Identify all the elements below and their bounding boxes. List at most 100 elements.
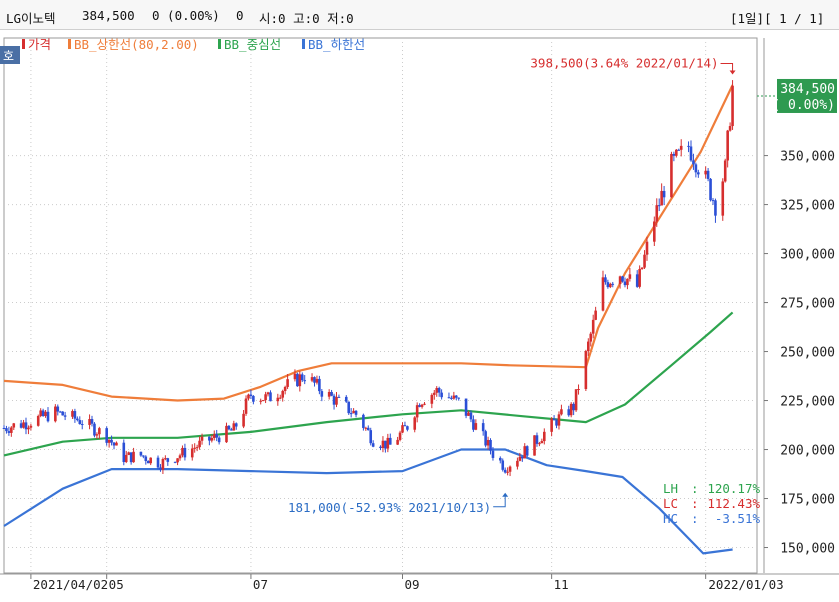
- price-candle: [538, 443, 541, 445]
- price-candle: [176, 458, 179, 463]
- price-candle: [352, 410, 355, 414]
- price-candle: [142, 455, 145, 457]
- price-candle: [450, 397, 453, 399]
- price-candle: [609, 283, 612, 288]
- high-arrow-icon: [729, 70, 736, 75]
- y-tick-label: 300,000: [780, 248, 835, 263]
- corner-tab: [0, 46, 20, 64]
- price-candle: [498, 457, 502, 461]
- price-candle: [29, 425, 33, 428]
- price-candle: [447, 397, 451, 399]
- price-candle: [296, 373, 299, 387]
- price-candle: [190, 448, 194, 458]
- price-candle: [726, 130, 729, 161]
- price-candle: [349, 413, 353, 415]
- price-candle: [327, 391, 331, 397]
- price-candle: [344, 396, 348, 402]
- price-candle: [501, 460, 505, 470]
- price-candle: [232, 423, 236, 431]
- price-candle: [178, 455, 182, 459]
- price-candle: [266, 392, 270, 395]
- price-candle: [63, 415, 67, 417]
- price-candle: [315, 378, 319, 383]
- legend-label: BB_상한선(80,2.00): [74, 37, 199, 52]
- price-candle: [560, 409, 563, 415]
- price-candle: [159, 467, 162, 470]
- price-candle: [550, 418, 553, 432]
- price-candle: [706, 170, 710, 179]
- price-candle: [225, 425, 228, 443]
- series-line-3: [3, 448, 733, 555]
- price-candle: [543, 431, 546, 442]
- price-candle: [310, 377, 314, 381]
- price-candle: [144, 456, 148, 462]
- y-tick-label: 225,000: [780, 395, 835, 410]
- price-candle: [56, 406, 60, 412]
- price-candle: [721, 181, 725, 216]
- price-candle: [574, 389, 578, 411]
- price-candle: [694, 164, 698, 173]
- price-candle: [469, 412, 473, 420]
- price-candle: [364, 427, 368, 429]
- price-candle: [584, 351, 588, 389]
- price-candle: [415, 405, 419, 418]
- price-candle: [709, 178, 712, 201]
- x-tick-label: 07: [253, 577, 268, 592]
- price-candle: [244, 398, 248, 414]
- series-line-1: [3, 84, 734, 402]
- price-candle: [318, 378, 321, 392]
- price-candle: [697, 172, 700, 175]
- price-candle: [320, 391, 324, 397]
- price-candle: [604, 277, 607, 283]
- price-candle: [503, 469, 507, 473]
- y-tick-label: 200,000: [780, 444, 835, 459]
- price-candle: [491, 450, 495, 458]
- current-price: 384,500: [82, 8, 135, 23]
- price-candle: [591, 319, 595, 334]
- price-candle: [401, 425, 404, 433]
- price-candle: [386, 437, 390, 449]
- price-candle: [122, 442, 126, 463]
- period-selector[interactable]: [1일][ 1 / 1]: [730, 11, 825, 26]
- price-candle: [572, 403, 575, 411]
- price-candle: [371, 443, 375, 447]
- price-candle: [643, 254, 646, 268]
- price-candle: [587, 341, 590, 352]
- current-pct-label: ( 0.00%): [772, 98, 835, 113]
- price-candle: [704, 170, 707, 175]
- price-candle: [139, 451, 143, 456]
- price-candle: [423, 403, 426, 405]
- price-candle: [731, 85, 734, 127]
- stat-label: HC: [663, 511, 678, 526]
- price-candle: [217, 437, 221, 443]
- price-candle: [516, 460, 519, 467]
- price-candle: [626, 278, 629, 286]
- price-candle: [589, 333, 593, 342]
- current-price-label: 384,500: [780, 82, 835, 97]
- price-candle: [2, 427, 6, 429]
- price-candle: [398, 432, 402, 440]
- price-candle: [208, 436, 211, 441]
- price-candle: [413, 417, 417, 430]
- price-candle: [259, 400, 263, 402]
- price-candle: [247, 394, 250, 399]
- price-candle: [264, 394, 267, 401]
- price-candle: [278, 397, 282, 399]
- price-candle: [115, 442, 118, 446]
- high-pointer: [720, 63, 734, 73]
- price-candle: [594, 310, 597, 320]
- title-bar: LG이노텍 384,500 0 (0.00%) 0 시:0 고:0 저:0 [1…: [0, 0, 839, 30]
- price-candle: [533, 435, 536, 456]
- price-candle: [183, 447, 187, 458]
- price-candle: [467, 412, 470, 416]
- price-candle: [540, 441, 544, 444]
- price-candle: [71, 411, 74, 417]
- price-candle: [210, 437, 214, 441]
- price-candle: [454, 395, 458, 398]
- price-candle: [396, 439, 399, 445]
- y-tick-label: 150,000: [780, 542, 835, 557]
- price-candle: [403, 425, 407, 427]
- price-candle: [337, 396, 341, 398]
- low-arrow-icon: [502, 492, 509, 497]
- low-annotation: 181,000(-52.93% 2021/10/13): [288, 500, 491, 515]
